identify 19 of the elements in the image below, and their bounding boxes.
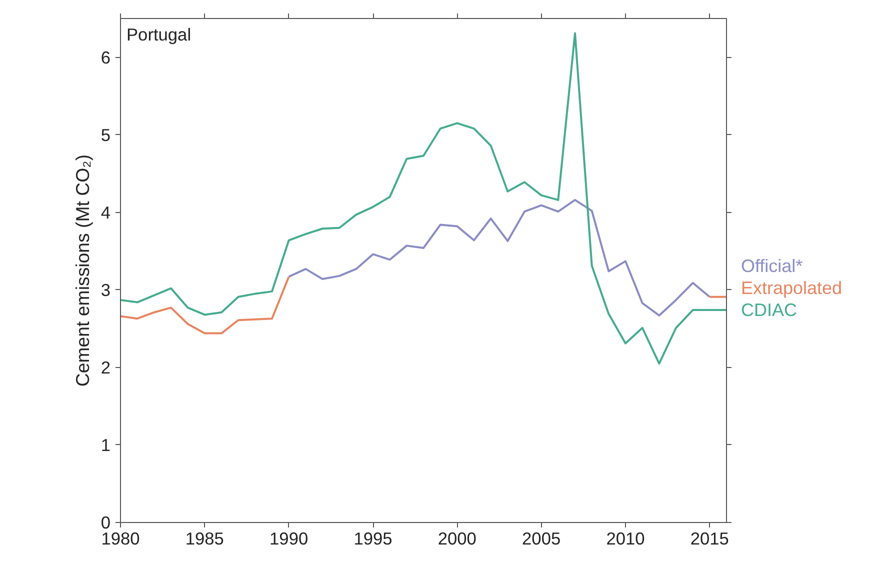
text: Official*	[741, 255, 804, 277]
annotation: Portugal	[126, 24, 192, 44]
y-tick-label: 5	[100, 124, 111, 145]
x-tick-label: 1990	[270, 528, 308, 548]
y-tick-label: 4	[100, 202, 111, 222]
x-tick-label: 2005	[522, 528, 561, 548]
x-tick-label: 2010	[606, 528, 645, 548]
line-series	[288, 198, 711, 316]
series-label: CDIAC	[741, 299, 798, 321]
y-tick-label: 1	[100, 434, 111, 455]
x-tick-label: 2015	[690, 528, 729, 548]
x-tick-label: 2000	[438, 528, 476, 548]
x-tick-label: 1995	[354, 528, 392, 548]
y-tick-label: 2	[100, 357, 111, 378]
y-tick-label: 3	[100, 280, 111, 300]
series-label: Extrapolated	[741, 277, 842, 299]
y-tick-label: 6	[100, 47, 111, 68]
y-axis-title: Cement emissions (Mt CO₂)	[72, 154, 93, 387]
x-tick-label: 1985	[185, 528, 224, 548]
